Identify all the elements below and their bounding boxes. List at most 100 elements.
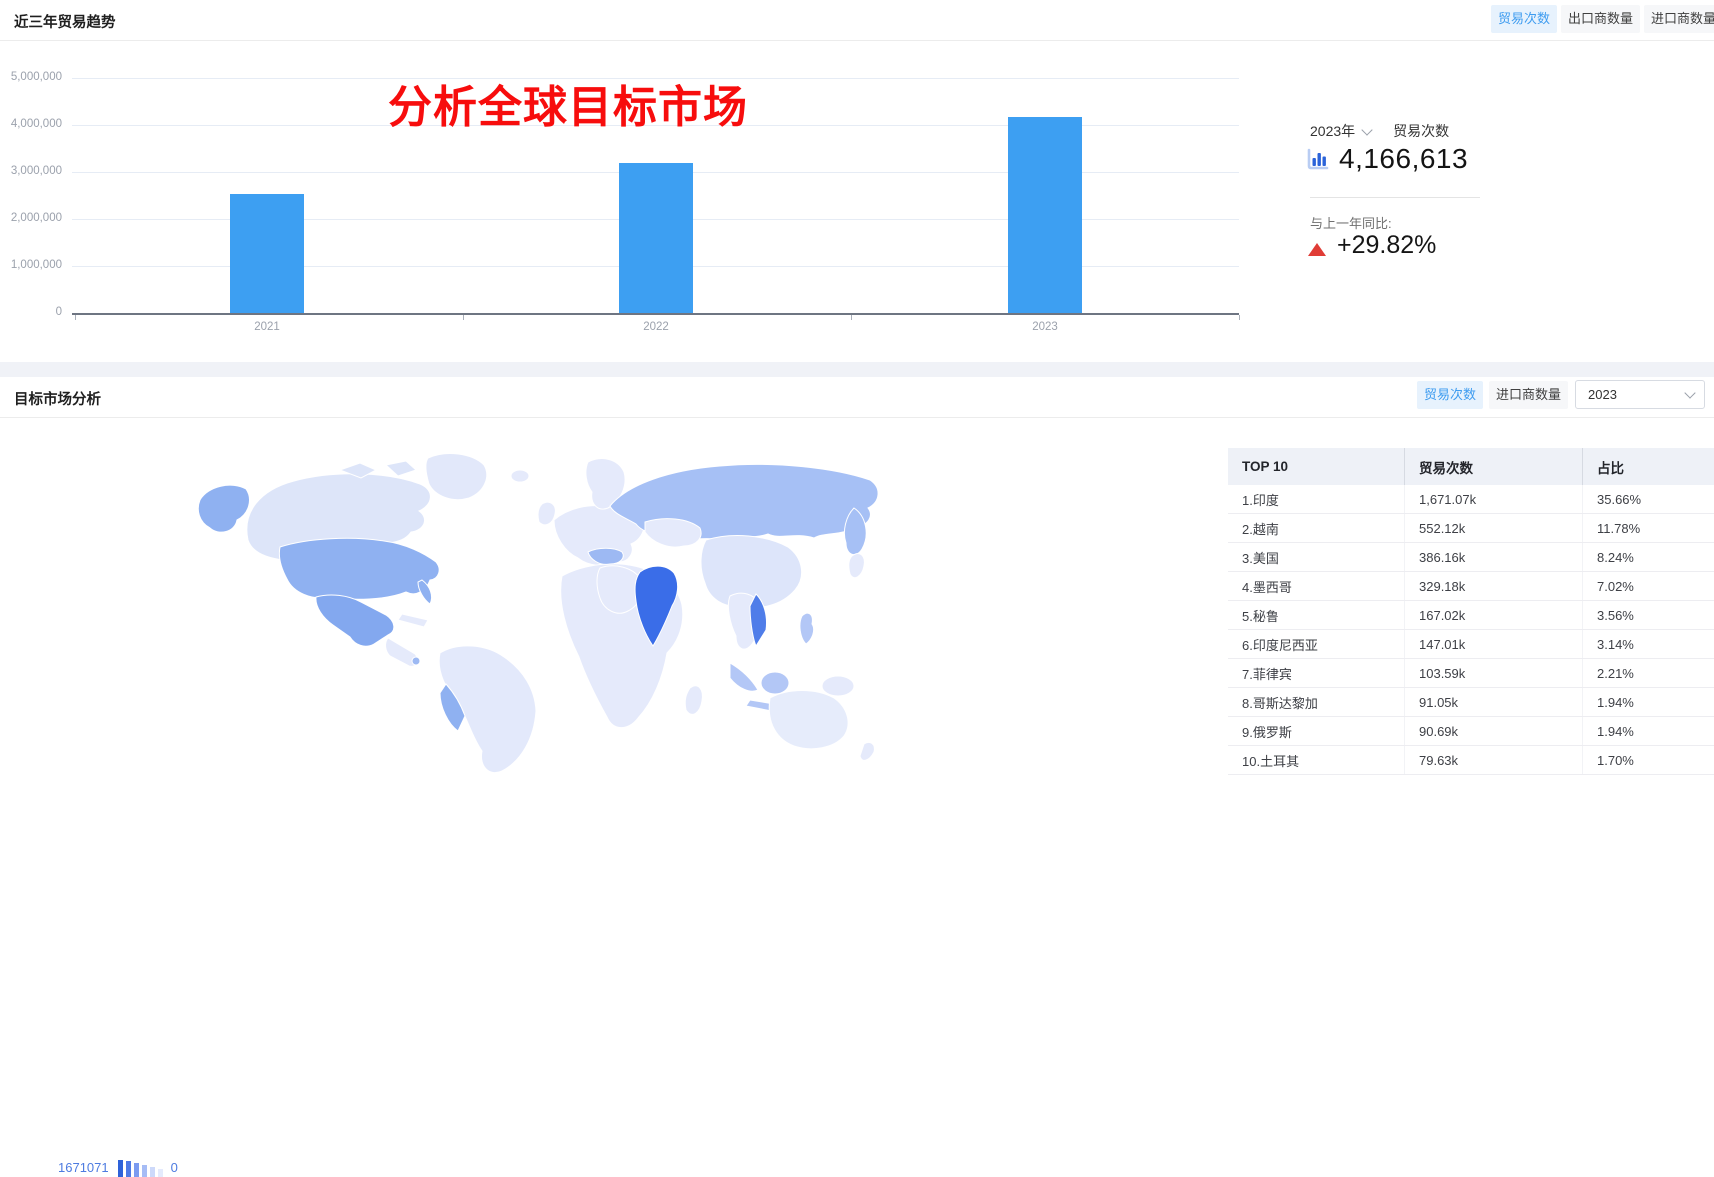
col-header-top10: TOP 10 (1228, 448, 1405, 485)
table-cell: 1.94% (1583, 717, 1714, 746)
col-header-trade-count: 贸易次数 (1405, 448, 1583, 485)
stats-header-row: 2023年 贸易次数 (1310, 121, 1449, 141)
legend-bar (142, 1165, 147, 1177)
map-region-mexico[interactable] (316, 595, 394, 646)
x-axis-tick (1239, 315, 1240, 320)
legend-bar (134, 1163, 139, 1177)
map-region-philippines[interactable] (800, 613, 814, 644)
bar-2021[interactable] (230, 194, 304, 313)
table-cell: 1.印度 (1228, 485, 1405, 514)
table-cell: 386.16k (1405, 543, 1583, 572)
chevron-down-icon (1684, 387, 1695, 398)
legend-scale-bars (118, 1160, 163, 1177)
table-cell: 7.菲律宾 (1228, 659, 1405, 688)
map-region-greenland[interactable] (426, 454, 487, 500)
yoy-value: +29.82% (1337, 231, 1436, 260)
table-cell: 4.墨西哥 (1228, 572, 1405, 601)
map-region-newguinea[interactable] (822, 676, 854, 696)
table-cell: 103.59k (1405, 659, 1583, 688)
x-axis-category-label: 2022 (621, 321, 691, 333)
map-region-alaska[interactable] (198, 485, 249, 532)
map-region-canada[interactable] (386, 461, 416, 476)
trade-count-value: 4,166,613 (1339, 143, 1468, 175)
map-region-base[interactable] (849, 554, 865, 578)
y-axis-tick-label: 1,000,000 (0, 259, 62, 271)
map-region-base[interactable] (398, 614, 428, 627)
map-region-usa[interactable] (418, 580, 432, 604)
map-region-indonesia[interactable] (730, 663, 758, 691)
x-axis-tick (463, 315, 464, 320)
table-cell: 8.哥斯达黎加 (1228, 688, 1405, 717)
arrow-up-icon (1308, 243, 1326, 256)
table-cell: 35.66% (1583, 485, 1714, 514)
map-region-base[interactable] (685, 686, 702, 715)
y-axis-tick-label: 5,000,000 (0, 71, 62, 83)
table-cell: 2.越南 (1228, 514, 1405, 543)
market-tab-trade-count[interactable]: 贸易次数 (1417, 381, 1483, 409)
x-axis-category-label: 2023 (1010, 321, 1080, 333)
table-cell: 79.63k (1405, 746, 1583, 775)
section-gap (0, 362, 1714, 377)
bar-2023[interactable] (1008, 117, 1082, 313)
table-cell: 329.18k (1405, 572, 1583, 601)
market-year-value: 2023 (1588, 387, 1617, 402)
table-cell: 91.05k (1405, 688, 1583, 717)
table-cell: 1,671.07k (1405, 485, 1583, 514)
x-axis-line (72, 313, 1239, 315)
table-cell: 6.印度尼西亚 (1228, 630, 1405, 659)
map-region-base[interactable] (645, 519, 701, 547)
table-cell: 3.美国 (1228, 543, 1405, 572)
map-region-base[interactable] (860, 742, 874, 760)
map-region-usa[interactable] (279, 538, 439, 599)
yoy-label: 与上一年同比: (1310, 213, 1392, 232)
map-region-base[interactable] (538, 502, 555, 525)
table-cell: 2.21% (1583, 659, 1714, 688)
y-axis-tick-label: 2,000,000 (0, 212, 62, 224)
x-axis-tick (75, 315, 76, 320)
table-cell: 1.70% (1583, 746, 1714, 775)
map-region-iceland[interactable] (511, 470, 529, 482)
table-cell: 8.24% (1583, 543, 1714, 572)
y-axis-tick-label: 3,000,000 (0, 165, 62, 177)
market-tab-importers[interactable]: 进口商数量 (1489, 381, 1568, 409)
x-axis-category-label: 2021 (232, 321, 302, 333)
legend-bar (126, 1161, 131, 1177)
table-cell: 3.14% (1583, 630, 1714, 659)
legend-bar (158, 1169, 163, 1177)
legend-bar (150, 1167, 155, 1177)
table-cell: 7.02% (1583, 572, 1714, 601)
trend-tab-importers[interactable]: 进口商数量 (1644, 5, 1714, 33)
map-region-costarica[interactable] (412, 657, 420, 665)
trend-tab-exporters[interactable]: 出口商数量 (1561, 5, 1640, 33)
col-header-share: 占比 (1583, 448, 1714, 485)
chevron-down-icon[interactable] (1361, 124, 1372, 135)
market-section-title: 目标市场分析 (14, 388, 101, 409)
table-cell: 552.12k (1405, 514, 1583, 543)
legend-max-value: 1671071 (58, 1159, 109, 1177)
map-region-australia[interactable] (769, 691, 848, 749)
trend-tab-trade-count[interactable]: 贸易次数 (1491, 5, 1557, 33)
gridline (72, 78, 1239, 79)
table-cell: 5.秘鲁 (1228, 601, 1405, 630)
bar-chart-icon (1306, 147, 1330, 171)
map-legend: 1671071 0 (58, 1159, 178, 1177)
bar-2022[interactable] (619, 163, 693, 313)
map-region-indonesia[interactable] (761, 672, 789, 694)
world-choropleth-map[interactable] (190, 448, 890, 773)
stats-metric-label: 贸易次数 (1393, 121, 1449, 141)
y-axis-tick-label: 0 (0, 306, 62, 318)
table-cell: 90.69k (1405, 717, 1583, 746)
table-cell: 11.78% (1583, 514, 1714, 543)
year-dropdown[interactable]: 2023年 (1310, 121, 1355, 141)
market-year-select[interactable]: 2023 (1575, 380, 1705, 409)
